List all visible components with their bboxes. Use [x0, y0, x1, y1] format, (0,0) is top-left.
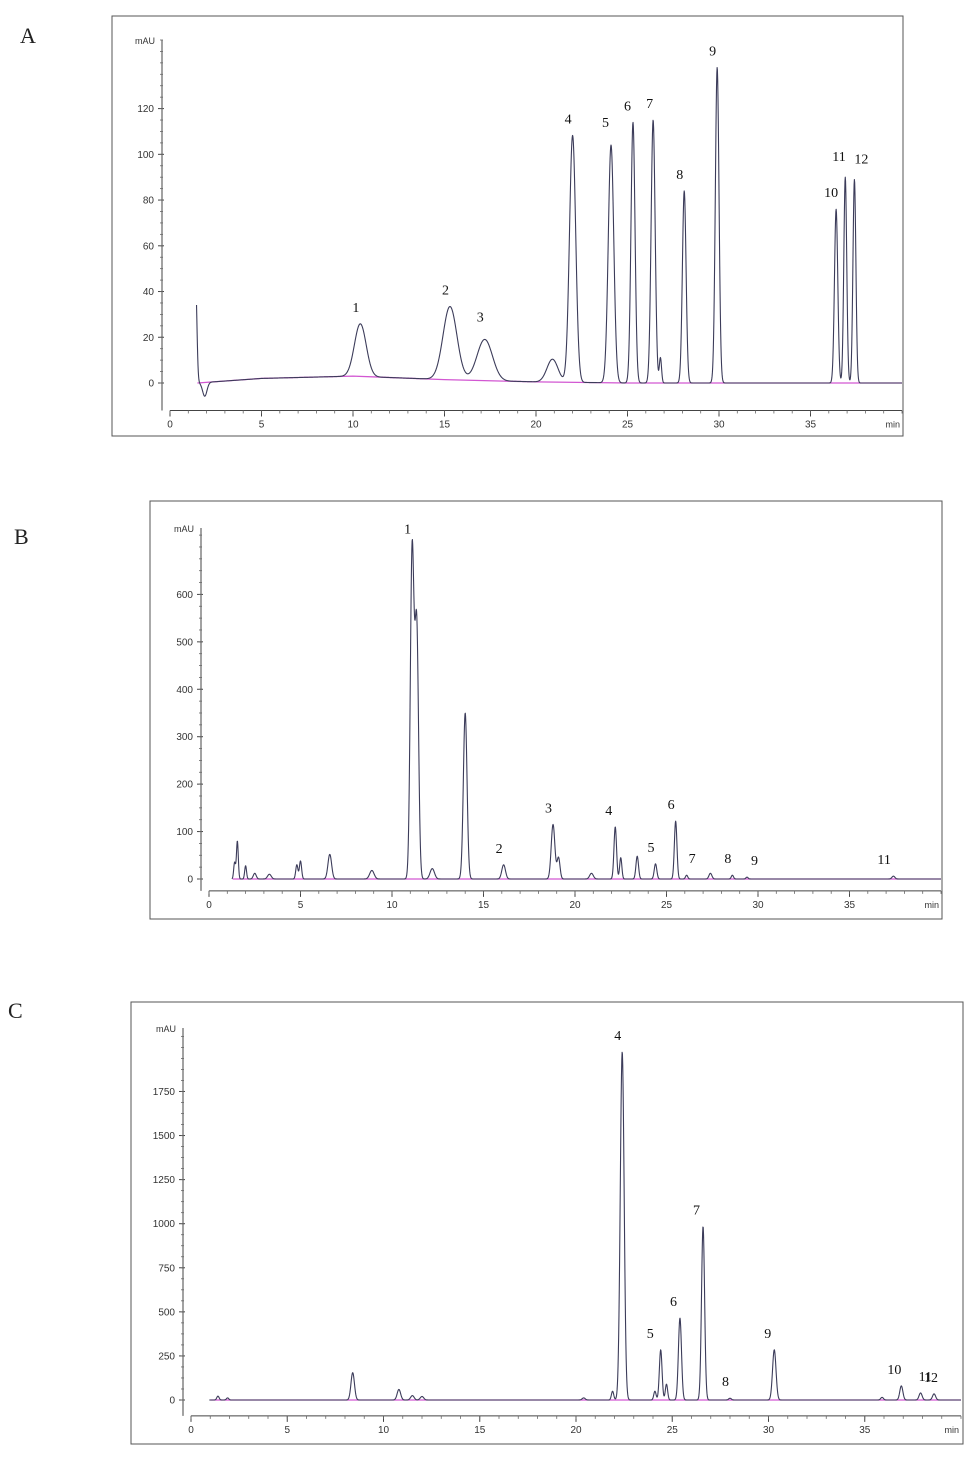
x-axis-title: min: [885, 419, 900, 429]
peak-label: 11: [832, 150, 845, 165]
peak-label: 5: [647, 1327, 654, 1342]
peak-label: 2: [496, 842, 503, 857]
x-tick-label: 15: [478, 900, 490, 911]
y-tick-label: 500: [158, 1307, 175, 1318]
peak-label: 11: [877, 853, 890, 868]
panel-c-letter: C: [8, 998, 23, 1023]
x-tick-label: 30: [763, 1425, 775, 1436]
x-tick-label: 20: [569, 900, 581, 911]
x-tick-label: 5: [284, 1425, 290, 1436]
signal-trace: [209, 1051, 962, 1401]
peak-label: 4: [614, 1029, 621, 1044]
peak-label: 1: [404, 523, 411, 538]
x-tick-label: 35: [805, 419, 817, 430]
peak-label: 5: [648, 841, 655, 856]
x-tick-label: 15: [439, 419, 451, 430]
x-tick-label: 35: [844, 900, 856, 911]
peak-label: 12: [924, 1371, 938, 1386]
x-tick-label: 30: [713, 419, 725, 430]
x-axis-title: min: [944, 1425, 959, 1435]
x-tick-label: 5: [259, 419, 265, 430]
x-axis-title: min: [924, 900, 939, 910]
y-axis-title: mAU: [156, 1024, 176, 1034]
y-tick-label: 120: [137, 104, 154, 115]
y-tick-label: 40: [143, 287, 155, 298]
x-tick-label: 0: [167, 419, 173, 430]
panel-c: C 0 250 500 750 1000 1250 1500 1750 mAU 0 5 10 15 20 2…: [8, 998, 964, 1445]
peak-label: 9: [709, 44, 716, 59]
peak-label: 5: [602, 116, 609, 131]
peak-label: 9: [751, 854, 758, 869]
panel-b-frame: [149, 500, 943, 920]
y-axis-title: mAU: [135, 36, 155, 46]
panel-b-letter: B: [14, 524, 29, 549]
y-tick-label: 0: [187, 875, 193, 886]
x-tick-label: 15: [474, 1425, 486, 1436]
peak-label: 7: [689, 852, 696, 867]
peak-label: 7: [646, 97, 653, 112]
x-tick-label: 30: [752, 900, 764, 911]
y-tick-label: 1000: [153, 1219, 176, 1230]
signal-trace: [195, 67, 903, 397]
peak-label: 8: [676, 168, 683, 183]
y-tick-label: 80: [143, 196, 155, 207]
panel-c-frame: [130, 1001, 964, 1445]
y-tick-label: 1250: [153, 1175, 176, 1186]
peak-label: 3: [545, 801, 552, 816]
x-tick-label: 10: [347, 419, 359, 430]
x-tick-label: 10: [378, 1425, 390, 1436]
peak-label: 3: [477, 310, 484, 325]
y-tick-label: 250: [158, 1351, 175, 1362]
y-tick-label: 600: [176, 590, 193, 601]
y-tick-label: 100: [137, 150, 154, 161]
y-tick-label: 300: [176, 732, 193, 743]
peak-label: 4: [605, 804, 612, 819]
x-tick-label: 5: [298, 900, 304, 911]
y-tick-label: 60: [143, 241, 155, 252]
y-tick-label: 750: [158, 1263, 175, 1274]
peak-label: 11: [919, 1370, 932, 1385]
x-tick-label: 20: [530, 419, 542, 430]
y-axis-title: mAU: [174, 524, 194, 534]
peak-label: 8: [722, 1375, 729, 1390]
x-tick-label: 25: [667, 1425, 679, 1436]
peak-label: 10: [887, 1363, 901, 1378]
y-tick-label: 1500: [153, 1131, 176, 1142]
peak-label: 1: [352, 301, 359, 316]
x-tick-label: 35: [859, 1425, 871, 1436]
y-tick-label: 0: [169, 1396, 175, 1407]
peak-label: 6: [624, 99, 631, 114]
y-tick-label: 1750: [153, 1087, 176, 1098]
peak-label: 4: [565, 112, 572, 127]
peak-label: 10: [824, 186, 838, 201]
y-tick-label: 0: [148, 379, 154, 390]
x-tick-label: 0: [206, 900, 212, 911]
y-tick-label: 200: [176, 780, 193, 791]
peak-label: 9: [764, 1327, 771, 1342]
peak-label: 7: [693, 1203, 700, 1218]
panel-c-plot: 0 250 500 750 1000 1250 1500 1750 mAU 0 5 10 15 20 25 3…: [153, 1024, 962, 1436]
x-tick-label: 20: [570, 1425, 582, 1436]
x-tick-label: 10: [386, 900, 398, 911]
peak-label: 6: [668, 798, 675, 813]
panel-a-frame: [111, 15, 904, 437]
signal-trace: [231, 538, 942, 880]
peak-label: 2: [442, 284, 449, 299]
y-tick-label: 100: [176, 827, 193, 838]
y-tick-label: 400: [176, 685, 193, 696]
y-tick-label: 500: [176, 637, 193, 648]
panel-a-letter: A: [20, 23, 36, 48]
x-tick-label: 0: [188, 1425, 194, 1436]
y-tick-label: 20: [143, 333, 155, 344]
peak-label: 8: [724, 852, 731, 867]
peak-label: 6: [670, 1295, 677, 1310]
x-tick-label: 25: [622, 419, 634, 430]
x-tick-label: 25: [661, 900, 673, 911]
peak-label: 12: [854, 152, 868, 167]
